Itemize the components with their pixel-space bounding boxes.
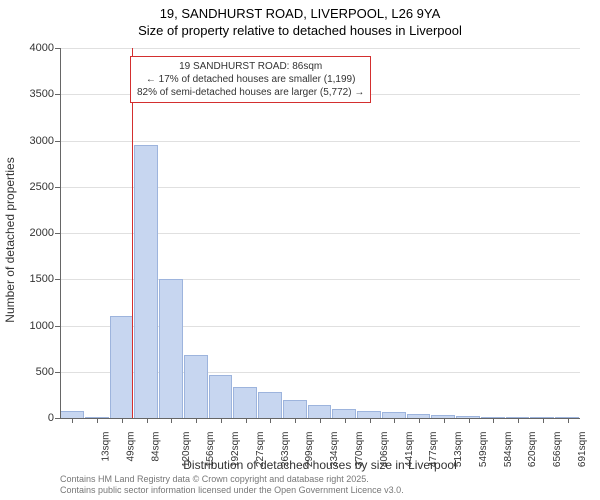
histogram-bar bbox=[283, 400, 307, 419]
y-axis-line bbox=[60, 48, 61, 418]
histogram-bar bbox=[110, 316, 134, 418]
x-tick-mark bbox=[543, 418, 544, 423]
histogram-bar bbox=[258, 392, 282, 418]
x-tick-mark bbox=[444, 418, 445, 423]
y-axis: 05001000150020002500300035004000 bbox=[0, 48, 60, 418]
marker-line bbox=[132, 48, 134, 418]
y-tick-mark bbox=[55, 233, 60, 234]
x-tick-mark bbox=[568, 418, 569, 423]
annotation-line2: ← 17% of detached houses are smaller (1,… bbox=[137, 73, 364, 86]
y-tick-label: 4000 bbox=[30, 42, 54, 54]
y-tick-label: 3000 bbox=[30, 135, 54, 147]
histogram-bar bbox=[60, 411, 84, 418]
x-tick-mark bbox=[469, 418, 470, 423]
y-tick-mark bbox=[55, 141, 60, 142]
y-tick-label: 3500 bbox=[30, 88, 54, 100]
histogram-bar bbox=[209, 375, 233, 418]
footer: Contains HM Land Registry data © Crown c… bbox=[60, 474, 404, 497]
plot-area bbox=[60, 48, 580, 418]
x-tick-label: 13sqm bbox=[101, 432, 112, 462]
x-tick-mark bbox=[493, 418, 494, 423]
y-tick-label: 2500 bbox=[30, 181, 54, 193]
histogram-bar bbox=[184, 355, 208, 418]
x-tick-mark bbox=[270, 418, 271, 423]
x-tick-mark bbox=[147, 418, 148, 423]
x-axis-label: Distribution of detached houses by size … bbox=[60, 458, 580, 472]
chart-title: 19, SANDHURST ROAD, LIVERPOOL, L26 9YA bbox=[0, 0, 600, 21]
y-tick-label: 0 bbox=[48, 412, 54, 424]
y-tick-label: 1500 bbox=[30, 273, 54, 285]
x-tick-mark bbox=[345, 418, 346, 423]
histogram-bar bbox=[332, 409, 356, 418]
x-tick-mark bbox=[320, 418, 321, 423]
x-tick-mark bbox=[419, 418, 420, 423]
x-tick-mark bbox=[196, 418, 197, 423]
x-tick-label: 84sqm bbox=[150, 432, 161, 462]
x-tick-mark bbox=[246, 418, 247, 423]
y-tick-mark bbox=[55, 372, 60, 373]
annotation-line3: 82% of semi-detached houses are larger (… bbox=[137, 86, 364, 99]
y-tick-mark bbox=[55, 279, 60, 280]
histogram-bar bbox=[308, 405, 332, 418]
grid-line bbox=[60, 141, 580, 142]
grid-line bbox=[60, 48, 580, 49]
annotation-box: 19 SANDHURST ROAD: 86sqm ← 17% of detach… bbox=[130, 56, 371, 103]
x-tick-label: 49sqm bbox=[126, 432, 137, 462]
x-tick-mark bbox=[295, 418, 296, 423]
property-size-histogram: 19, SANDHURST ROAD, LIVERPOOL, L26 9YA S… bbox=[0, 0, 600, 500]
x-tick-mark bbox=[518, 418, 519, 423]
x-tick-mark bbox=[221, 418, 222, 423]
x-tick-mark bbox=[394, 418, 395, 423]
y-tick-mark bbox=[55, 94, 60, 95]
footer-line2: Contains public sector information licen… bbox=[60, 485, 404, 496]
chart-subtitle: Size of property relative to detached ho… bbox=[0, 21, 600, 38]
x-tick-mark bbox=[171, 418, 172, 423]
annotation-line1: 19 SANDHURST ROAD: 86sqm bbox=[137, 60, 364, 73]
x-tick-mark bbox=[370, 418, 371, 423]
x-axis: 13sqm49sqm84sqm120sqm156sqm192sqm227sqm2… bbox=[60, 418, 580, 460]
x-tick-mark bbox=[122, 418, 123, 423]
histogram-bar bbox=[159, 279, 183, 418]
y-tick-mark bbox=[55, 48, 60, 49]
y-tick-mark bbox=[55, 187, 60, 188]
y-tick-label: 500 bbox=[36, 366, 54, 378]
y-tick-mark bbox=[55, 326, 60, 327]
footer-line1: Contains HM Land Registry data © Crown c… bbox=[60, 474, 404, 485]
histogram-bar bbox=[134, 145, 158, 418]
x-tick-mark bbox=[72, 418, 73, 423]
y-tick-label: 1000 bbox=[30, 320, 54, 332]
histogram-bar bbox=[357, 411, 381, 418]
histogram-bar bbox=[233, 387, 257, 418]
x-tick-mark bbox=[97, 418, 98, 423]
y-tick-label: 2000 bbox=[30, 227, 54, 239]
